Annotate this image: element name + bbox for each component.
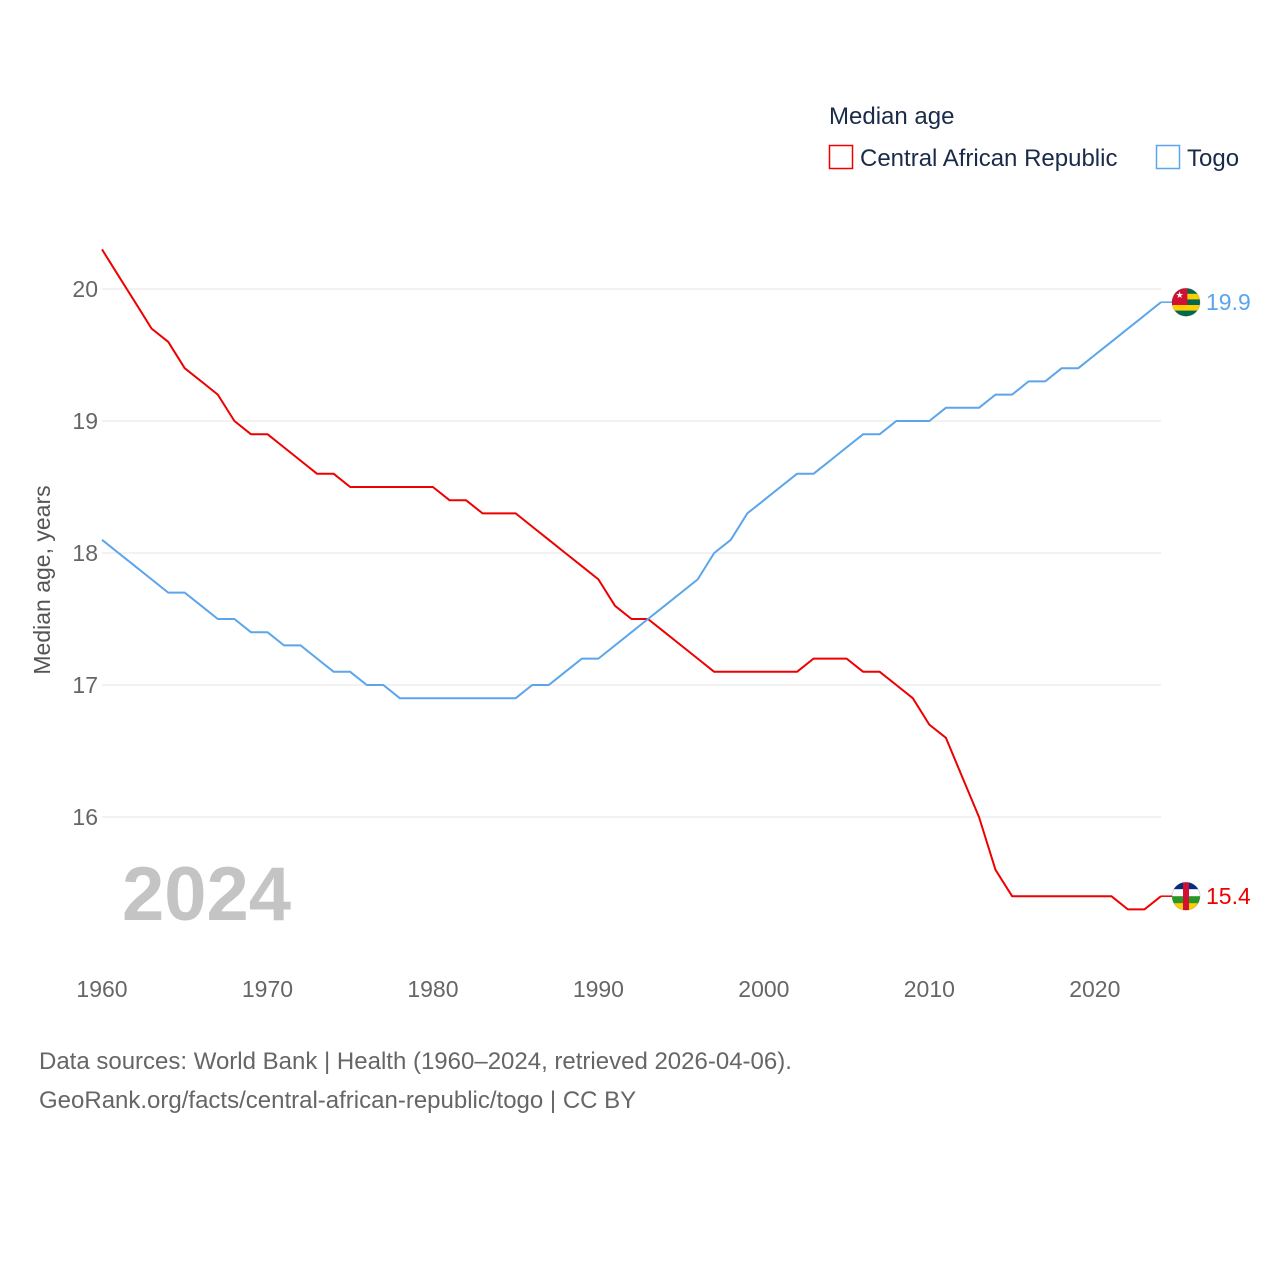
x-tick-label: 1980: [407, 976, 458, 1002]
gridlines: [102, 288, 1161, 818]
legend-item-togo[interactable]: Togo: [1155, 144, 1240, 172]
end-value-label: 15.4: [1206, 883, 1251, 909]
x-tick-label: 1990: [573, 976, 624, 1002]
flag-body: ★: [1172, 288, 1200, 317]
x-tick-label: 1970: [242, 976, 293, 1002]
footer-attribution[interactable]: GeoRank.org/facts/central-african-republ…: [39, 1087, 636, 1114]
flag-stripe: [1172, 305, 1200, 312]
legend-title: Median age: [829, 103, 954, 130]
y-tick-label: 18: [72, 540, 98, 566]
y-axis-label: Median age, years: [29, 485, 55, 674]
flag-body: [1172, 882, 1200, 911]
togo-flag-icon: ★: [1171, 287, 1201, 317]
legend-label: Togo: [1187, 145, 1239, 172]
legend: Median age Central African Republic Togo: [828, 103, 1240, 172]
flag-border: [1171, 881, 1201, 911]
legend-item-central-african-republic[interactable]: Central African Republic: [828, 144, 1118, 172]
legend-swatch: [1155, 144, 1181, 170]
x-tick-label: 2010: [904, 976, 955, 1002]
flag-star: ★: [1176, 290, 1184, 300]
y-tick-label: 17: [72, 672, 98, 698]
flag-border: [1171, 287, 1201, 317]
flag-vertical-band: [1183, 882, 1189, 911]
x-tick-label: 2020: [1069, 976, 1120, 1002]
flag-stripe: [1172, 310, 1200, 317]
year-watermark: 2024: [122, 852, 291, 937]
y-axis-ticks: 16 17 18 19 20: [72, 276, 98, 830]
y-tick-label: 16: [72, 804, 98, 830]
end-value-label: 19.9: [1206, 289, 1251, 315]
x-tick-label: 2000: [738, 976, 789, 1002]
series-line-central-african-republic: [101, 248, 1162, 911]
y-tick-label: 19: [72, 408, 98, 434]
legend-swatch: [828, 144, 854, 170]
series-line-togo: [101, 301, 1162, 700]
y-tick-label: 20: [72, 276, 98, 302]
footer-sources: Data sources: World Bank | Health (1960–…: [39, 1048, 792, 1075]
central-african-republic-flag-icon: [1171, 881, 1201, 911]
series-end-markers: 15.4 ★ 19.9: [1161, 287, 1251, 911]
legend-label: Central African Republic: [860, 145, 1117, 172]
x-tick-label: 1960: [76, 976, 127, 1002]
series-lines: [101, 248, 1162, 911]
x-axis-ticks: 1960 1970 1980 1990 2000 2010 2020: [76, 976, 1120, 1002]
